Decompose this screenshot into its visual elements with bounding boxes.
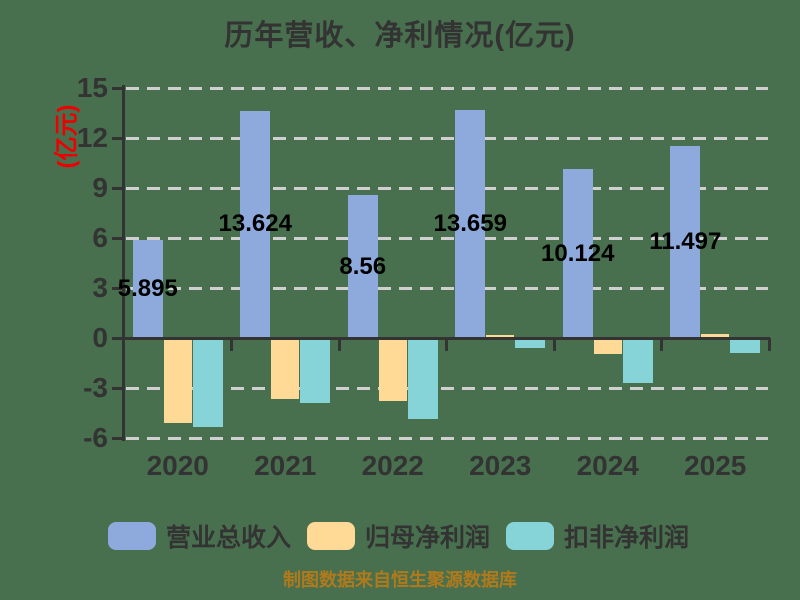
bar-营业总收入-2020 xyxy=(132,239,163,338)
data-source-caption: 制图数据来自恒生聚源数据库 xyxy=(283,570,517,590)
y-tick--3 xyxy=(112,386,123,390)
legend-swatch-revenue xyxy=(108,522,156,550)
y-tick--6 xyxy=(112,436,123,440)
legend-label-net-profit: 归母净利润 xyxy=(365,524,491,552)
chart-title: 历年营收、净利情况(亿元) xyxy=(224,20,576,52)
legend-item-net-profit: 归母净利润 xyxy=(307,518,490,554)
y-tick-6 xyxy=(112,236,123,240)
bar-扣非净利润-2021 xyxy=(300,338,331,403)
gridline--6 xyxy=(126,436,768,440)
x-boundary-tick-5 xyxy=(660,338,663,351)
legend: 营业总收入 归母净利润 扣非净利润 xyxy=(108,518,689,554)
x-boundary-tick-3 xyxy=(445,338,448,351)
bar-归母净利润-2021 xyxy=(271,338,300,399)
x-tick-label-2023: 2023 xyxy=(469,450,532,481)
bar-营业总收入-2021 xyxy=(240,110,271,338)
bar-扣非净利润-2024 xyxy=(622,338,653,383)
x-boundary-tick-6 xyxy=(767,338,771,351)
bar-归母净利润-2025 xyxy=(701,333,730,338)
x-tick-label-2022: 2022 xyxy=(361,450,424,481)
y-tick-label-12: 12 xyxy=(76,122,108,153)
y-tick-12 xyxy=(112,136,123,140)
x-axis-zero-line xyxy=(121,336,770,340)
bar-扣非净利润-2020 xyxy=(192,338,223,428)
bar-归母净利润-2023 xyxy=(486,334,515,338)
y-tick-0 xyxy=(112,336,123,340)
legend-label-non-gaap: 扣非净利润 xyxy=(564,524,690,552)
bar-扣非净利润-2022 xyxy=(407,338,438,419)
x-tick-label-2021: 2021 xyxy=(254,450,317,481)
bar-营业总收入-2025 xyxy=(670,146,701,338)
bar-value-label-2024: 10.124 xyxy=(541,239,615,267)
gridline--3 xyxy=(126,386,768,390)
bar-value-label-2023: 13.659 xyxy=(433,210,507,238)
gridline-12 xyxy=(126,136,768,140)
y-tick-label--6: -6 xyxy=(83,422,108,453)
bar-value-label-2020: 5.895 xyxy=(117,274,178,302)
bar-扣非净利润-2025 xyxy=(730,338,761,353)
bar-归母净利润-2022 xyxy=(378,338,407,402)
gridline-9 xyxy=(126,186,768,190)
bar-value-label-2021: 13.624 xyxy=(218,210,292,238)
legend-item-non-gaap: 扣非净利润 xyxy=(506,518,689,554)
legend-swatch-non-gaap xyxy=(506,522,555,550)
legend-item-revenue: 营业总收入 xyxy=(108,518,291,554)
bar-营业总收入-2024 xyxy=(562,169,593,338)
bar-value-label-2022: 8.56 xyxy=(339,252,387,280)
bar-value-label-2025: 11.497 xyxy=(649,228,722,256)
y-tick-label-6: 6 xyxy=(92,222,108,253)
gridline-15 xyxy=(126,86,768,90)
y-tick-9 xyxy=(112,186,123,190)
x-boundary-tick-4 xyxy=(552,338,556,351)
bar-扣非净利润-2023 xyxy=(515,338,546,348)
gridline-3 xyxy=(126,286,768,290)
y-tick-label-15: 15 xyxy=(76,72,108,103)
x-tick-label-2025: 2025 xyxy=(684,450,747,481)
gridline-6 xyxy=(126,236,768,240)
bar-营业总收入-2022 xyxy=(347,195,378,338)
bar-归母净利润-2024 xyxy=(593,338,622,354)
bar-归母净利润-2020 xyxy=(163,338,192,423)
y-axis-line xyxy=(122,85,125,441)
y-tick-label--3: -3 xyxy=(83,372,108,403)
y-tick-3 xyxy=(112,286,123,290)
x-boundary-tick-2 xyxy=(337,338,341,351)
x-boundary-tick-1 xyxy=(230,338,233,351)
y-tick-label-3: 3 xyxy=(92,272,108,303)
x-tick-label-2020: 2020 xyxy=(146,450,209,481)
y-tick-label-0: 0 xyxy=(92,322,108,353)
y-tick-15 xyxy=(112,86,123,90)
x-tick-label-2024: 2024 xyxy=(576,450,639,481)
legend-label-revenue: 营业总收入 xyxy=(166,524,292,552)
bar-营业总收入-2023 xyxy=(455,110,486,338)
y-tick-label-9: 9 xyxy=(92,172,108,203)
legend-swatch-net-profit xyxy=(307,522,356,550)
